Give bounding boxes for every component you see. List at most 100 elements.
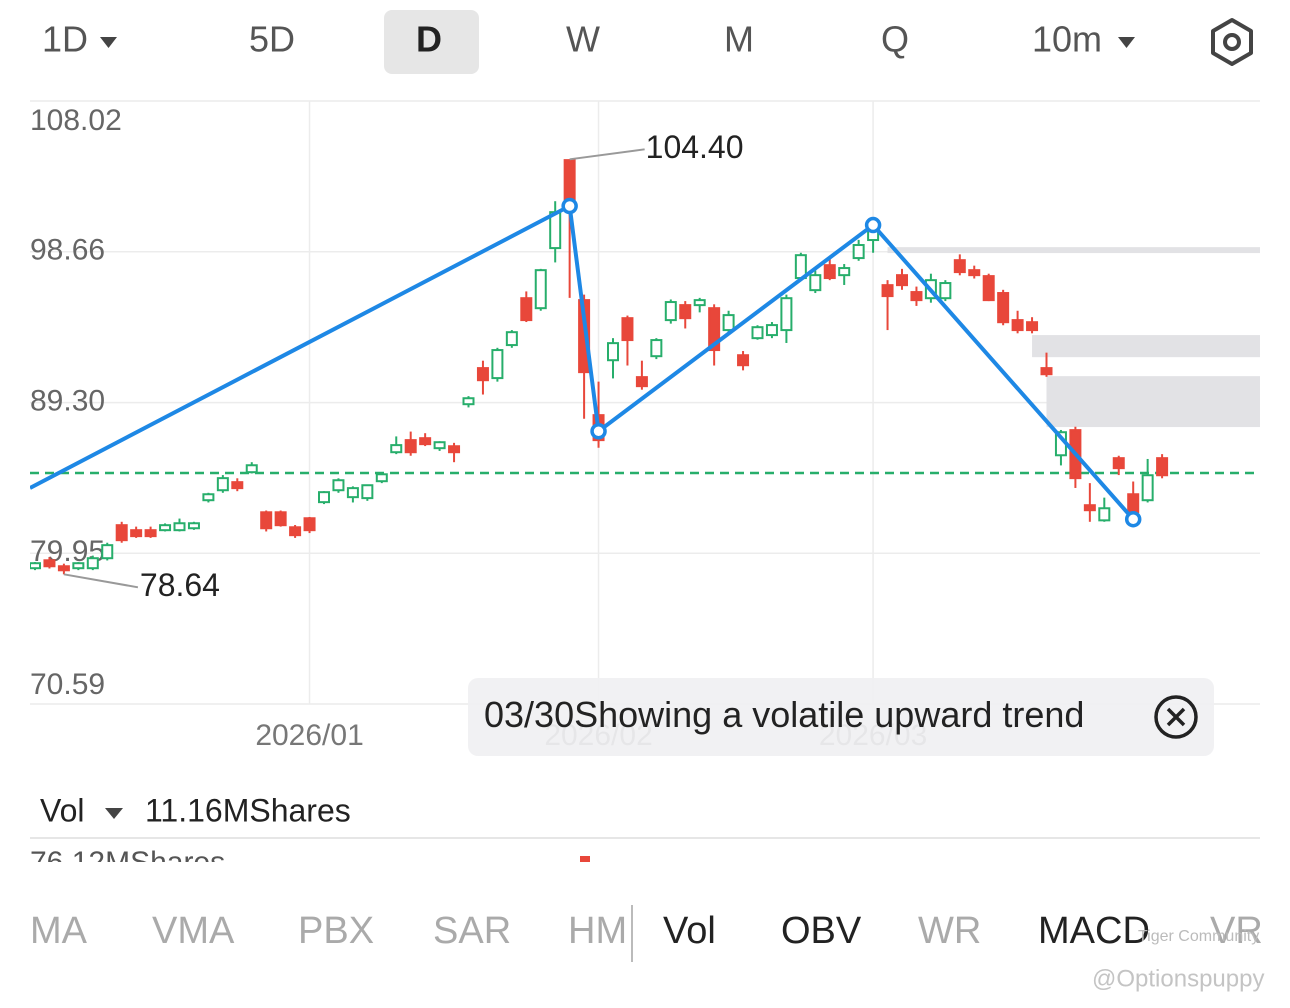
candle xyxy=(1026,317,1039,334)
indicator-tab[interactable]: Vol xyxy=(663,910,716,952)
candle-body xyxy=(838,267,851,277)
candle xyxy=(1040,352,1053,377)
zigzag-point xyxy=(1124,510,1142,528)
candle-body xyxy=(1112,457,1125,470)
indicator-tab[interactable]: HM xyxy=(568,910,627,952)
high-label: 104.40 xyxy=(646,129,744,165)
candle xyxy=(115,521,128,543)
price-zone xyxy=(1032,335,1260,358)
candle-body xyxy=(823,264,836,280)
tooltip-message: Showing a volatile upward trend xyxy=(574,694,1084,735)
period-tab[interactable]: Q xyxy=(881,19,909,60)
period-tab[interactable]: 1D xyxy=(42,19,117,60)
period-tab[interactable]: 5D xyxy=(249,19,295,60)
candle-body xyxy=(260,511,273,530)
candle-body xyxy=(115,524,128,542)
indicator-tab[interactable]: MACD xyxy=(1038,910,1150,952)
candle-body xyxy=(896,274,908,287)
y-tick-label: 70.59 xyxy=(30,668,105,701)
period-tab-label: D xyxy=(416,19,442,60)
candle xyxy=(838,264,851,285)
indicator-tab[interactable]: SAR xyxy=(433,910,511,952)
candle-body xyxy=(245,464,258,474)
plot-area xyxy=(30,159,1260,575)
candle-body xyxy=(520,297,533,322)
candle xyxy=(433,441,446,451)
price-zone xyxy=(1046,376,1260,428)
candle xyxy=(968,265,981,279)
period-tab[interactable]: M xyxy=(724,19,754,60)
candle-body xyxy=(664,301,677,322)
candle xyxy=(216,475,229,493)
candle xyxy=(231,478,244,492)
candle xyxy=(346,486,359,503)
candle xyxy=(1112,455,1125,476)
candle xyxy=(361,484,374,501)
period-tab[interactable]: W xyxy=(566,19,600,60)
candle-body xyxy=(332,479,345,492)
candle-body xyxy=(289,526,302,537)
candle xyxy=(679,301,692,329)
period-tab[interactable]: 10m xyxy=(1032,19,1135,60)
candle-body xyxy=(448,445,461,454)
candle-body xyxy=(1026,321,1039,332)
indicator-tab[interactable]: OBV xyxy=(781,910,862,952)
settings-dot xyxy=(1223,33,1241,51)
tooltip-date: 03/30 xyxy=(484,694,574,735)
candle xyxy=(332,478,345,493)
indicator-tab[interactable]: WR xyxy=(918,910,981,952)
candle-body xyxy=(101,544,114,560)
volume-label[interactable]: Vol xyxy=(40,792,84,828)
indicator-tab[interactable]: VMA xyxy=(152,910,235,952)
settings-button[interactable] xyxy=(1211,18,1253,66)
candle-body xyxy=(621,317,634,342)
candle-body xyxy=(679,304,692,320)
close-circle xyxy=(1154,695,1198,739)
indicator-tab[interactable]: VR xyxy=(1210,910,1263,952)
candle-body xyxy=(780,297,793,332)
tooltip-box xyxy=(468,678,1214,756)
indicator-tab[interactable]: MA xyxy=(30,910,88,952)
tooltip-close[interactable] xyxy=(1154,695,1198,739)
candle-body xyxy=(361,484,374,500)
candle-body xyxy=(1011,319,1024,332)
y-tick-label: 89.30 xyxy=(30,385,105,418)
period-tab-label: 5D xyxy=(249,19,295,60)
candle-body xyxy=(318,491,330,504)
candle xyxy=(289,525,302,538)
zigzag-point xyxy=(561,197,578,215)
candle-body xyxy=(404,439,417,454)
candle-body xyxy=(476,367,489,382)
period-tab[interactable]: D xyxy=(384,10,479,74)
candle xyxy=(144,526,157,538)
candle-body xyxy=(216,477,229,492)
candle-body xyxy=(303,517,316,532)
candle xyxy=(260,510,273,532)
candle-body xyxy=(708,307,721,352)
candle-body xyxy=(1098,507,1111,522)
indicator-tabs: MA VMA PBX SAR HM Vol OBV WR MACD VR xyxy=(30,910,1263,952)
candle xyxy=(780,294,793,343)
candle xyxy=(939,280,952,302)
candle-body xyxy=(953,259,966,274)
candle-body xyxy=(43,559,56,568)
candle xyxy=(982,273,995,302)
candle-body xyxy=(505,331,518,347)
candle-body xyxy=(72,562,85,570)
candle-body xyxy=(982,275,995,302)
zigzag-point xyxy=(590,423,607,440)
candle-body xyxy=(159,524,172,532)
candle xyxy=(202,492,215,503)
candle-body xyxy=(635,376,648,388)
candle xyxy=(751,325,764,340)
candle-body xyxy=(1127,493,1140,514)
candle xyxy=(404,431,417,456)
candle-body xyxy=(202,493,215,502)
candle-body xyxy=(1083,504,1096,512)
close-x xyxy=(1166,707,1186,727)
candle xyxy=(621,315,634,366)
candle xyxy=(910,286,923,306)
candle xyxy=(708,304,721,366)
indicator-tab[interactable]: PBX xyxy=(298,910,374,952)
